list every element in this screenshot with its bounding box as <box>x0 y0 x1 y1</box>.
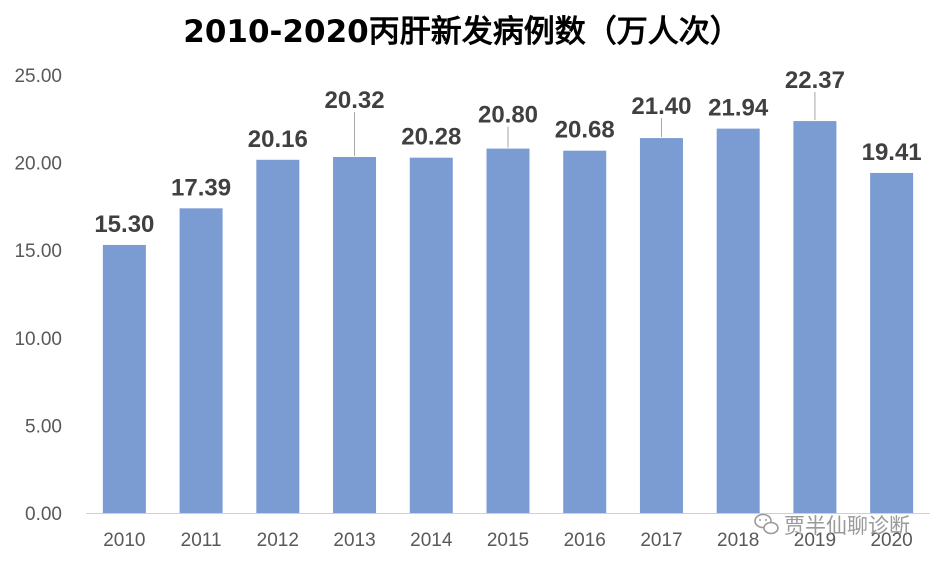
data-label: 15.30 <box>94 211 154 238</box>
bar <box>333 156 377 514</box>
bar <box>486 148 530 514</box>
data-label: 17.39 <box>171 174 231 201</box>
bar <box>256 159 300 513</box>
bar <box>179 208 223 513</box>
x-tick-label: 2017 <box>640 530 682 551</box>
data-label: 21.40 <box>631 93 691 120</box>
watermark: 贾半仙聊诊断 <box>754 513 910 538</box>
x-tick-label: 2013 <box>333 530 375 551</box>
wechat-icon <box>754 513 779 535</box>
data-label: 20.80 <box>478 102 538 129</box>
bar <box>639 138 683 513</box>
data-label: 20.68 <box>555 117 615 144</box>
y-tick-label: 20.00 <box>14 154 62 175</box>
x-tick-label: 2012 <box>257 530 299 551</box>
data-label: 20.32 <box>325 87 385 114</box>
y-tick-label: 15.00 <box>14 241 62 262</box>
bar <box>793 121 837 513</box>
bar <box>716 128 760 513</box>
x-tick-label: 2011 <box>181 530 222 551</box>
data-label: 22.37 <box>785 67 845 94</box>
data-label: 19.41 <box>862 139 922 166</box>
x-tick-label: 2014 <box>410 530 453 551</box>
data-label: 21.94 <box>708 95 769 122</box>
x-tick-label: 2018 <box>717 530 759 551</box>
data-label: 20.28 <box>401 124 461 151</box>
y-axis: 0.00 5.00 10.00 15.00 20.00 25.00 <box>14 66 62 525</box>
data-labels: 15.30 17.39 20.16 20.32 20.28 20.80 20.68 21.40… <box>94 67 921 238</box>
x-tick-label: 2020 <box>870 530 912 551</box>
x-tick-label: 2010 <box>103 530 145 551</box>
x-axis: 2010 2011 2012 2013 2014 2015 2016 2017 2018 2019… <box>103 530 913 551</box>
leader-lines <box>354 92 816 156</box>
bar <box>102 244 146 513</box>
y-tick-label: 25.00 <box>14 66 62 87</box>
chart-title: 2010-2020丙肝新发病例数（万人次） <box>183 14 740 50</box>
x-tick-label: 2019 <box>794 530 836 551</box>
y-tick-label: 0.00 <box>25 504 62 525</box>
y-tick-label: 5.00 <box>25 416 62 437</box>
data-label: 20.16 <box>248 126 308 153</box>
bar <box>563 150 607 513</box>
watermark-text: 贾半仙聊诊断 <box>784 514 910 538</box>
bar <box>870 172 914 513</box>
bars <box>102 121 914 514</box>
x-tick-label: 2016 <box>564 530 606 551</box>
y-tick-label: 10.00 <box>14 329 62 350</box>
bar <box>409 157 453 513</box>
x-tick-label: 2015 <box>487 530 529 551</box>
